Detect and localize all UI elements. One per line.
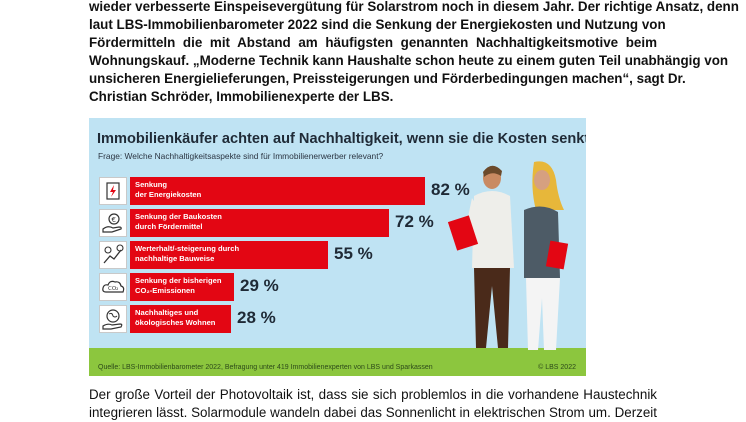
paragraph-line: laut LBS-Immobilienbarometer 2022 sind d… xyxy=(89,17,666,32)
grass-strip xyxy=(89,348,586,376)
bar-category-label: Senkung der Baukosten durch Fördermittel xyxy=(135,212,222,232)
bar-category-label-line: CO₂-Emissionen xyxy=(135,286,195,295)
svg-text:CO₂: CO₂ xyxy=(108,286,118,292)
bar-category-label: Senkung der Energiekosten xyxy=(135,180,201,200)
paragraph-line: Der große Vorteil der Photovoltaik ist, … xyxy=(89,387,657,402)
bar-category-label-line: Senkung der Baukosten xyxy=(135,212,222,221)
paragraph-line: Wohnungskauf. „Moderne Technik kann Haus… xyxy=(89,53,729,68)
infographic: Immobilienkäufer achten auf Nachhaltigke… xyxy=(89,118,586,376)
bar: Senkung der Baukosten durch Fördermittel xyxy=(130,209,389,237)
copyright-note: © LBS 2022 xyxy=(538,364,576,371)
source-note: Quelle: LBS-Immobilienbarometer 2022, Be… xyxy=(98,364,433,371)
paragraph-line: Fördermitteln die mit Abstand am häufigs… xyxy=(89,35,657,50)
paragraph-line: unsicheren Energielieferungen, Preisstei… xyxy=(89,71,686,86)
bar-category-label: Nachhaltiges und ökologisches Wohnen xyxy=(135,308,215,328)
infographic-title: Immobilienkäufer achten auf Nachhaltigke… xyxy=(97,131,586,147)
bar: Senkung der bisherigen CO₂-Emissionen xyxy=(130,273,234,301)
paragraph-line: wieder verbesserte Einspeisevergütung fü… xyxy=(89,0,739,14)
eco-globe-hand-icon xyxy=(99,305,127,333)
bar-value-label: 28 % xyxy=(237,308,276,327)
growth-coin-icon xyxy=(99,241,127,269)
bar-value-label: 82 % xyxy=(431,180,470,199)
bar-category-label-line: ökologisches Wohnen xyxy=(135,318,216,327)
bar-category-label-line: nachhaltige Bauweise xyxy=(135,254,215,263)
bar: Nachhaltiges und ökologisches Wohnen xyxy=(130,305,231,333)
bar: Werterhalt/-steigerung durch nachhaltige … xyxy=(130,241,328,269)
bar-value-label: 72 % xyxy=(395,212,434,231)
bar-value-label: 29 % xyxy=(240,276,279,295)
bar-category-label-line: Nachhaltiges und xyxy=(135,308,199,317)
people-illustration xyxy=(447,161,569,350)
co2-cloud-icon: CO₂ xyxy=(99,273,127,301)
bar: Senkung der Energiekosten xyxy=(130,177,425,205)
bar-category-label-line: Senkung der bisherigen xyxy=(135,276,222,285)
money-hand-icon: € xyxy=(99,209,127,237)
svg-text:€: € xyxy=(112,216,116,224)
bar-category-label-line: Senkung xyxy=(135,180,168,189)
intro-paragraph: wieder verbesserte Einspeisevergütung fü… xyxy=(89,0,739,106)
paragraph-line: integrieren lässt. Solarmodule wandeln d… xyxy=(89,405,657,420)
bar-category-label-line: der Energiekosten xyxy=(135,190,202,199)
bar-category-label-line: Werterhalt/-steigerung durch xyxy=(135,244,240,253)
paragraph-line: Christian Schröder, Immobilienexperte de… xyxy=(89,89,394,104)
energy-bolt-icon xyxy=(99,177,127,205)
second-paragraph: Der große Vorteil der Photovoltaik ist, … xyxy=(89,386,657,422)
infographic-question: Frage: Welche Nachhaltigkeitsaspekte sin… xyxy=(98,151,384,161)
bar-category-label-line: durch Fördermittel xyxy=(135,222,203,231)
bar-category-label: Werterhalt/-steigerung durch nachhaltige … xyxy=(135,244,239,264)
bar-category-label: Senkung der bisherigen CO₂-Emissionen xyxy=(135,276,222,296)
bar-value-label: 55 % xyxy=(334,244,373,263)
